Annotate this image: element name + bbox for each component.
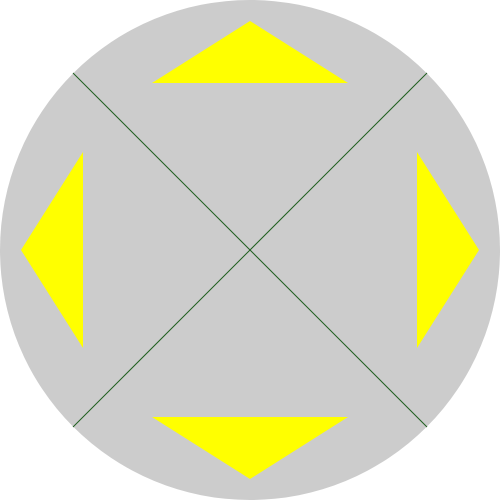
directional-pad: [0, 0, 500, 500]
dpad-svg: [0, 0, 500, 500]
